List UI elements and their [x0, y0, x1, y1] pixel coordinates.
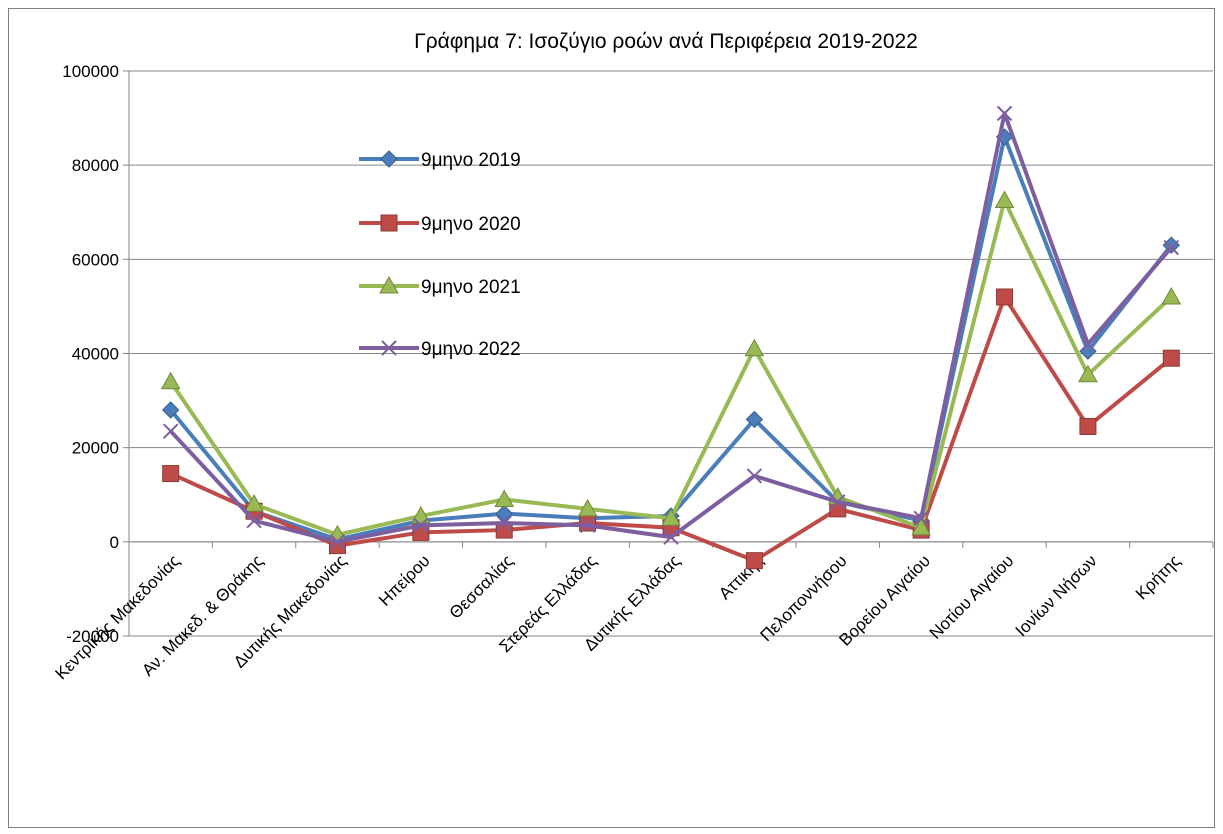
legend-item: 9μηνο 2022: [359, 339, 521, 360]
x-category-label: Ηπείρου: [375, 551, 434, 610]
y-tick-label: -20000: [66, 627, 119, 646]
data-point: [244, 494, 264, 512]
x-category-label: Θεσσαλίας: [446, 551, 517, 622]
data-point: [494, 489, 515, 507]
y-tick-label: 20000: [72, 439, 119, 458]
data-point: [663, 529, 679, 545]
series-3: [160, 190, 1182, 543]
x-category-label: Κρήτης: [1132, 551, 1184, 603]
data-point: [380, 214, 398, 232]
x-category-label: Ιονίων Νήσων: [1012, 551, 1101, 640]
x-category-label: Βορείου Αιγαίου: [835, 551, 934, 650]
series-line: [169, 134, 1173, 542]
data-point: [162, 465, 180, 483]
data-point: [996, 105, 1013, 122]
legend-item: 9μηνο 2020: [359, 214, 521, 235]
data-point: [379, 275, 399, 294]
y-tick-label: 60000: [72, 250, 119, 269]
x-category-label: Νοτίου Αιγαίου: [926, 551, 1018, 643]
legend-label: 9μηνο 2021: [421, 277, 521, 298]
series-group: [160, 105, 1182, 570]
series-line: [169, 198, 1173, 537]
data-point: [579, 517, 596, 534]
data-point: [996, 288, 1014, 306]
series-4: [162, 105, 1180, 550]
chart-frame: Γράφημα 7: Ισοζύγιο ροών ανά Περιφέρεια …: [8, 8, 1215, 828]
data-point: [413, 517, 429, 534]
y-tick-label: 100000: [62, 62, 119, 81]
legend-label: 9μηνο 2022: [421, 339, 521, 360]
y-tick-label: 0: [110, 533, 119, 552]
y-tick-label: 40000: [72, 345, 119, 364]
data-point: [1163, 239, 1180, 256]
data-point: [745, 410, 764, 429]
data-point: [410, 505, 431, 524]
legend-item: 9μηνο 2019: [359, 150, 521, 171]
grid-lines: [129, 70, 1213, 637]
data-point: [913, 510, 929, 526]
data-point: [496, 515, 512, 531]
data-point: [160, 371, 181, 390]
data-point: [579, 514, 597, 532]
data-point: [661, 508, 681, 526]
data-point: [1161, 286, 1182, 305]
legend: 9μηνο 2019 9μηνο 2020 9μηνο 2021 9μηνο 2022: [359, 150, 521, 360]
data-point: [1078, 364, 1098, 383]
data-point: [381, 340, 397, 356]
y-tick-label: 80000: [72, 156, 119, 175]
data-point: [1162, 349, 1180, 367]
chart-title: Γράφημα 7: Ισοζύγιο ροών ανά Περιφέρεια …: [414, 30, 918, 53]
data-point: [495, 504, 513, 523]
data-point: [744, 338, 765, 357]
data-point: [911, 517, 932, 536]
legend-label: 9μηνο 2019: [421, 150, 521, 171]
data-point: [745, 552, 763, 570]
data-point: [162, 423, 179, 439]
data-point: [577, 498, 598, 517]
y-axis-ticks: -20000 0 20000 40000 60000 80000 100000: [62, 62, 129, 646]
line-chart: Γράφημα 7: Ισοζύγιο ροών ανά Περιφέρεια …: [51, 30, 1214, 683]
data-point: [1079, 417, 1097, 435]
data-point: [994, 190, 1015, 208]
data-point: [746, 468, 763, 484]
data-point: [329, 534, 346, 550]
data-point: [246, 512, 262, 529]
x-category-label: Πελοποννήσου: [757, 551, 851, 645]
data-point: [161, 401, 180, 419]
data-point: [1080, 336, 1096, 352]
data-point: [380, 150, 398, 168]
legend-item: 9μηνο 2021: [359, 275, 521, 298]
legend-label: 9μηνο 2020: [421, 214, 521, 235]
data-point: [830, 494, 846, 510]
series-1: [161, 128, 1181, 549]
